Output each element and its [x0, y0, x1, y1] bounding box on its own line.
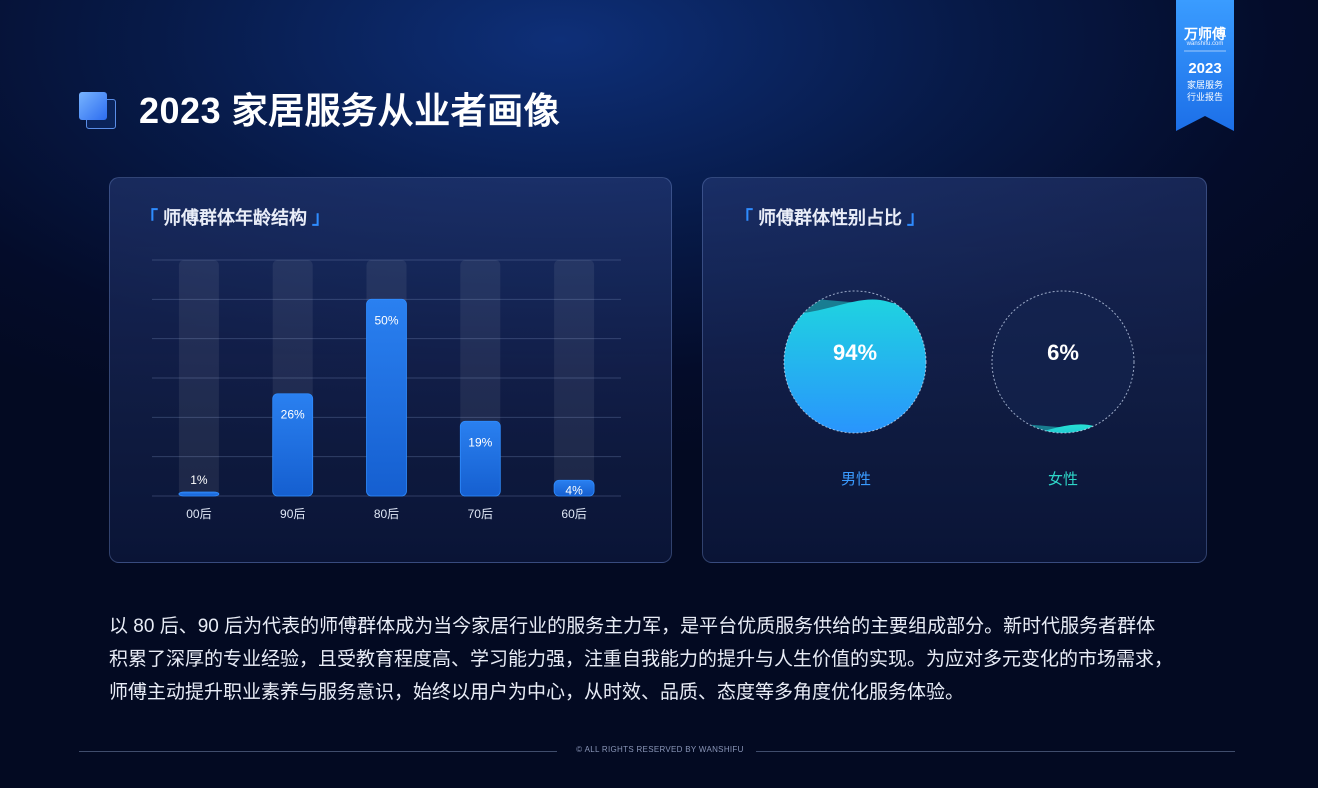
bar [553, 479, 595, 497]
female-percent-label: 6% [1047, 340, 1079, 365]
bar [366, 298, 407, 497]
bar-value-label: 19% [468, 435, 492, 449]
gender-panel-title-text: 师傅群体性别占比 [758, 208, 903, 228]
title-bracket-open: 「 [735, 208, 753, 228]
copyright-text: © ALL RIGHTS RESERVED BY WANSHIFU [576, 745, 744, 754]
age-structure-panel: 「 师傅群体年龄结构 」 1% 00后 26% 90后 50% 80后 19% 70后 4% 60… [109, 177, 672, 563]
male-label: 男性 [841, 471, 872, 488]
male-circle-outline [783, 290, 927, 434]
title-bracket-close: 」 [907, 208, 926, 228]
female-wave [992, 424, 1134, 433]
bar [178, 491, 220, 497]
x-tick-label: 80后 [374, 507, 399, 521]
title-bracket-close: 」 [312, 208, 331, 228]
bar-value-label: 1% [190, 473, 208, 487]
bar-value-label: 50% [374, 313, 398, 327]
bar-value-label: 26% [281, 408, 305, 422]
bar [272, 393, 314, 497]
x-tick-label: 70后 [468, 507, 493, 521]
brand-logo: 万师傅 [1184, 26, 1226, 42]
age-bar-chart: 1% 00后 26% 90后 50% 80后 19% 70后 4% 60后 [152, 259, 621, 521]
page-title: 2023 家居服务从业者画像 [139, 90, 561, 131]
brand-url: wanshifu.com [1186, 41, 1224, 47]
description-paragraph: 以 80 后、90 后为代表的师傅群体成为当今家居行业的服务主力军，是平台优质服… [109, 616, 1174, 703]
age-panel-title: 「 师傅群体年龄结构 」 [140, 204, 330, 230]
x-tick-label: 60后 [561, 507, 586, 521]
report-subtitle: 家居服务 行业报告 [1186, 80, 1223, 102]
title-bracket-open: 「 [140, 208, 158, 228]
title-icon [79, 92, 117, 130]
female-label: 女性 [1048, 471, 1079, 488]
female-circle-bg [992, 291, 1134, 433]
bar [459, 420, 501, 497]
age-panel-title-text: 师傅群体年龄结构 [163, 208, 308, 228]
report-ribbon: 万师傅 wanshifu.com 2023 家居服务 行业报告 [1176, 0, 1234, 131]
gender-wave-chart: 94% 6% [783, 290, 1135, 434]
bar-track [554, 260, 595, 496]
x-tick-label: 90后 [280, 507, 305, 521]
bar-value-label: 4% [565, 483, 583, 497]
footer-divider-right [756, 751, 1235, 752]
male-percent-label: 94% [833, 340, 877, 365]
male-wave [784, 299, 926, 433]
x-tick-label: 00后 [186, 507, 211, 521]
female-circle-outline [991, 290, 1135, 434]
gender-panel-title: 「 师傅群体性别占比 」 [735, 204, 925, 230]
bar-track [178, 260, 219, 496]
footer-divider-left [79, 751, 557, 752]
gender-ratio-panel: 「 师傅群体性别占比 」 94% 6% 男性 女性 [702, 177, 1207, 563]
report-year: 2023 [1188, 60, 1222, 77]
